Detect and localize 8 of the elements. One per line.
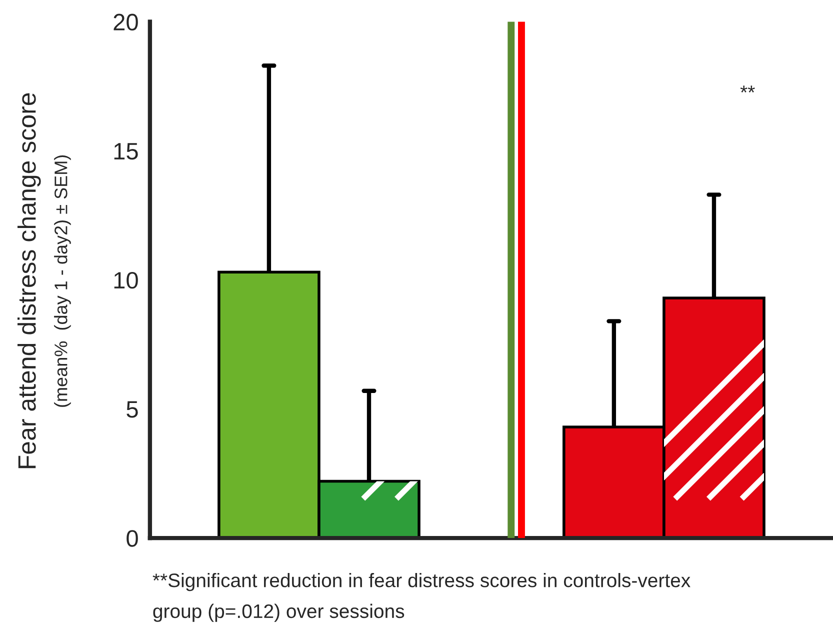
y-tick-label: 0 bbox=[126, 530, 138, 547]
y-tick-label: 5 bbox=[126, 401, 138, 418]
y-tick-label: 15 bbox=[114, 143, 138, 160]
y-tick-label: 20 bbox=[114, 14, 138, 31]
y-axis-title: Fear attend distress change score (mean% (day 1 - day2) ± SEM) bbox=[18, 93, 71, 468]
text: **Significant reduction in fear distress scores in controls-vertex group (p=.012) over sessions bbox=[152, 573, 690, 622]
annotation: ** bbox=[740, 86, 755, 92]
y-tick-label: 10 bbox=[114, 272, 138, 289]
